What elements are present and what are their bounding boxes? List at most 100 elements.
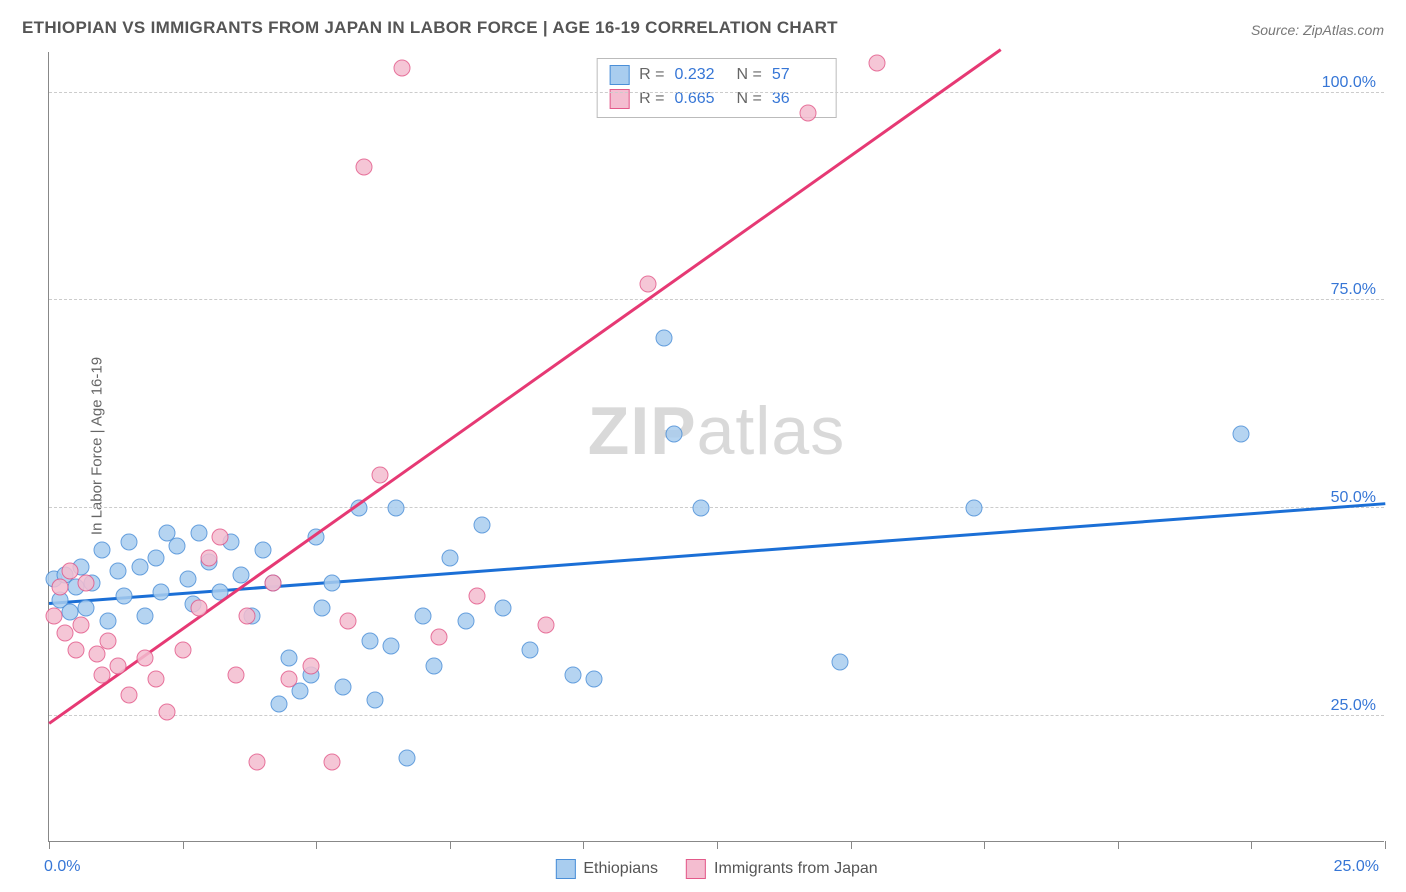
data-point: [110, 562, 127, 579]
x-tick: [450, 841, 451, 849]
data-point: [51, 579, 68, 596]
data-point: [201, 550, 218, 567]
data-point: [121, 687, 138, 704]
data-point: [495, 600, 512, 617]
plot-area: ZIPatlas R = 0.232 N = 57 R = 0.665 N = …: [48, 52, 1384, 842]
legend-label: Ethiopians: [583, 860, 658, 878]
data-point: [110, 658, 127, 675]
x-tick: [984, 841, 985, 849]
data-point: [537, 616, 554, 633]
data-point: [147, 670, 164, 687]
x-tick: [183, 841, 184, 849]
data-point: [57, 625, 74, 642]
y-tick-label: 25.0%: [1331, 697, 1376, 715]
data-point: [586, 670, 603, 687]
legend-series: Ethiopians Immigrants from Japan: [555, 859, 877, 879]
r-value: 0.665: [675, 90, 727, 108]
data-point: [137, 608, 154, 625]
data-point: [965, 500, 982, 517]
data-point: [78, 600, 95, 617]
data-point: [415, 608, 432, 625]
gridline: [49, 715, 1384, 716]
n-value: 57: [772, 66, 824, 84]
data-point: [94, 666, 111, 683]
data-point: [190, 525, 207, 542]
data-point: [190, 600, 207, 617]
data-point: [174, 641, 191, 658]
data-point: [94, 541, 111, 558]
data-point: [62, 562, 79, 579]
data-point: [468, 587, 485, 604]
source-label: Source: ZipAtlas.com: [1251, 22, 1384, 38]
legend-label: Immigrants from Japan: [714, 860, 878, 878]
data-point: [334, 679, 351, 696]
data-point: [78, 575, 95, 592]
data-point: [212, 529, 229, 546]
x-tick: [851, 841, 852, 849]
x-tick-label: 0.0%: [44, 858, 80, 876]
chart-title: ETHIOPIAN VS IMMIGRANTS FROM JAPAN IN LA…: [22, 18, 838, 38]
data-point: [324, 754, 341, 771]
data-point: [137, 650, 154, 667]
chart-container: ETHIOPIAN VS IMMIGRANTS FROM JAPAN IN LA…: [0, 0, 1406, 892]
data-point: [169, 537, 186, 554]
data-point: [153, 583, 170, 600]
data-point: [99, 612, 116, 629]
y-tick-label: 100.0%: [1322, 74, 1376, 92]
x-tick: [1385, 841, 1386, 849]
swatch-icon: [555, 859, 575, 879]
data-point: [228, 666, 245, 683]
swatch-icon: [686, 859, 706, 879]
legend-item: Ethiopians: [555, 859, 658, 879]
data-point: [179, 571, 196, 588]
x-tick: [717, 841, 718, 849]
data-point: [692, 500, 709, 517]
x-tick: [1251, 841, 1252, 849]
n-value: 36: [772, 90, 824, 108]
data-point: [361, 633, 378, 650]
legend-stats-row: R = 0.665 N = 36: [609, 87, 824, 111]
data-point: [869, 55, 886, 72]
watermark: ZIPatlas: [588, 392, 845, 470]
x-tick: [583, 841, 584, 849]
data-point: [131, 558, 148, 575]
data-point: [655, 329, 672, 346]
data-point: [67, 641, 84, 658]
data-point: [281, 650, 298, 667]
data-point: [383, 637, 400, 654]
data-point: [473, 517, 490, 534]
data-point: [265, 575, 282, 592]
gridline: [49, 299, 1384, 300]
data-point: [158, 704, 175, 721]
gridline: [49, 92, 1384, 93]
data-point: [1232, 425, 1249, 442]
data-point: [249, 754, 266, 771]
data-point: [313, 600, 330, 617]
data-point: [302, 658, 319, 675]
data-point: [147, 550, 164, 567]
data-point: [425, 658, 442, 675]
data-point: [324, 575, 341, 592]
data-point: [73, 616, 90, 633]
swatch-icon: [609, 65, 629, 85]
legend-item: Immigrants from Japan: [686, 859, 878, 879]
y-tick-label: 75.0%: [1331, 281, 1376, 299]
data-point: [399, 749, 416, 766]
data-point: [388, 500, 405, 517]
data-point: [799, 105, 816, 122]
data-point: [639, 275, 656, 292]
data-point: [340, 612, 357, 629]
x-tick: [1118, 841, 1119, 849]
legend-stats-row: R = 0.232 N = 57: [609, 63, 824, 87]
data-point: [121, 533, 138, 550]
data-point: [281, 670, 298, 687]
data-point: [366, 691, 383, 708]
data-point: [393, 59, 410, 76]
data-point: [521, 641, 538, 658]
data-point: [372, 467, 389, 484]
data-point: [564, 666, 581, 683]
trend-line: [49, 502, 1385, 604]
data-point: [99, 633, 116, 650]
x-tick: [316, 841, 317, 849]
data-point: [431, 629, 448, 646]
